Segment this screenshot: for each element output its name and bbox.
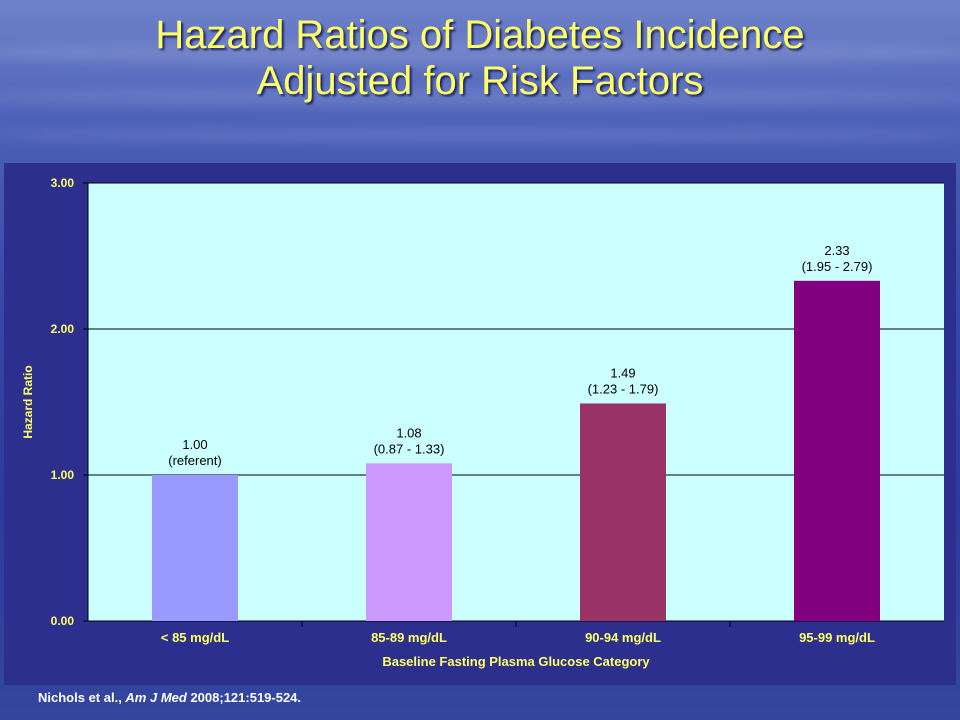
y-tick-label: 0.00: [51, 614, 75, 628]
data-label-interval: (referent): [168, 453, 221, 468]
data-label-interval: (1.23 - 1.79): [588, 381, 659, 396]
bar: [152, 475, 238, 621]
title-line-1: Hazard Ratios of Diabetes Incidence: [155, 13, 805, 57]
y-tick-label: 3.00: [51, 176, 75, 190]
citation: Nichols et al., Am J Med 2008;121:519-52…: [38, 690, 301, 705]
data-label-interval: (1.95 - 2.79): [802, 259, 873, 274]
data-label-value: 2.33: [824, 243, 849, 258]
background-streak: [0, 128, 960, 142]
title-line-2: Adjusted for Risk Factors: [256, 59, 704, 103]
background-streak: [0, 40, 960, 66]
x-tick-label: 90-94 mg/dL: [585, 630, 661, 645]
background-streak: [0, 88, 960, 106]
x-axis-title: Baseline Fasting Plasma Glucose Category: [382, 654, 650, 669]
data-label-value: 1.49: [610, 365, 635, 380]
bar: [580, 403, 666, 621]
data-label-interval: (0.87 - 1.33): [374, 441, 445, 456]
y-axis-title: Hazard Ratio: [21, 365, 35, 438]
data-label-value: 1.00: [182, 437, 207, 452]
x-tick-label: < 85 mg/dL: [161, 630, 229, 645]
slide-title: Hazard Ratios of Diabetes Incidence Adju…: [0, 12, 960, 104]
x-tick-label: 95-99 mg/dL: [799, 630, 875, 645]
citation-details: 2008;121:519-524.: [186, 690, 302, 705]
bar: [366, 463, 452, 621]
citation-journal: Am J Med: [125, 690, 187, 705]
y-tick-label: 2.00: [51, 322, 75, 336]
bar: [794, 280, 880, 621]
data-label-value: 1.08: [396, 425, 421, 440]
citation-authors: Nichols et al.,: [38, 690, 126, 705]
y-tick-label: 1.00: [51, 468, 75, 482]
x-tick-label: 85-89 mg/dL: [371, 630, 447, 645]
